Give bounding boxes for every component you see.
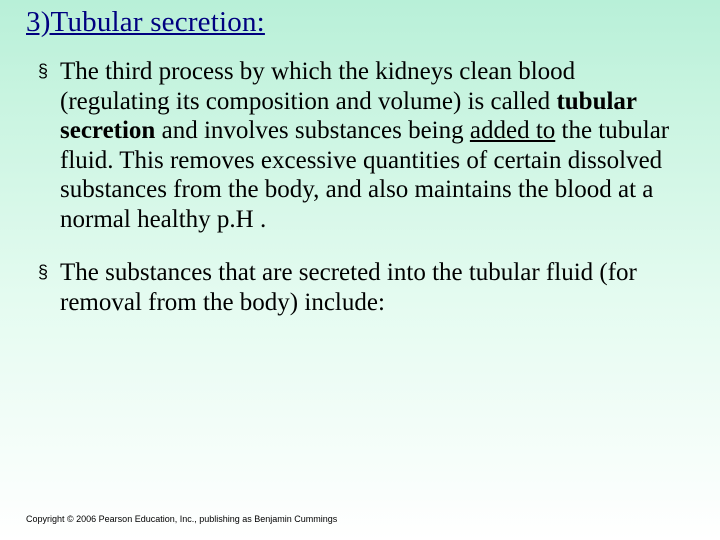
bullet-marker-icon: § bbox=[38, 258, 60, 317]
bullet-text: The third process by which the kidneys c… bbox=[60, 57, 682, 234]
bullet-marker-icon: § bbox=[38, 57, 60, 234]
bullet-item: § The substances that are secreted into … bbox=[38, 258, 682, 317]
slide-title: 3)Tubular secretion: bbox=[0, 0, 720, 39]
slide-title-text: 3)Tubular secretion: bbox=[26, 6, 265, 38]
slide-content: § The third process by which the kidneys… bbox=[0, 39, 720, 317]
bullet-text: The substances that are secreted into th… bbox=[60, 258, 682, 317]
copyright-text: Copyright © 2006 Pearson Education, Inc.… bbox=[26, 514, 337, 524]
text-segment: and involves substances being bbox=[155, 117, 470, 144]
bullet-item: § The third process by which the kidneys… bbox=[38, 57, 682, 234]
text-segment: The third process by which the kidneys c… bbox=[60, 58, 575, 115]
text-segment: The substances that are secreted into th… bbox=[60, 259, 637, 316]
slide: 3)Tubular secretion: § The third process… bbox=[0, 0, 720, 540]
text-segment-underline: added to bbox=[470, 117, 555, 144]
